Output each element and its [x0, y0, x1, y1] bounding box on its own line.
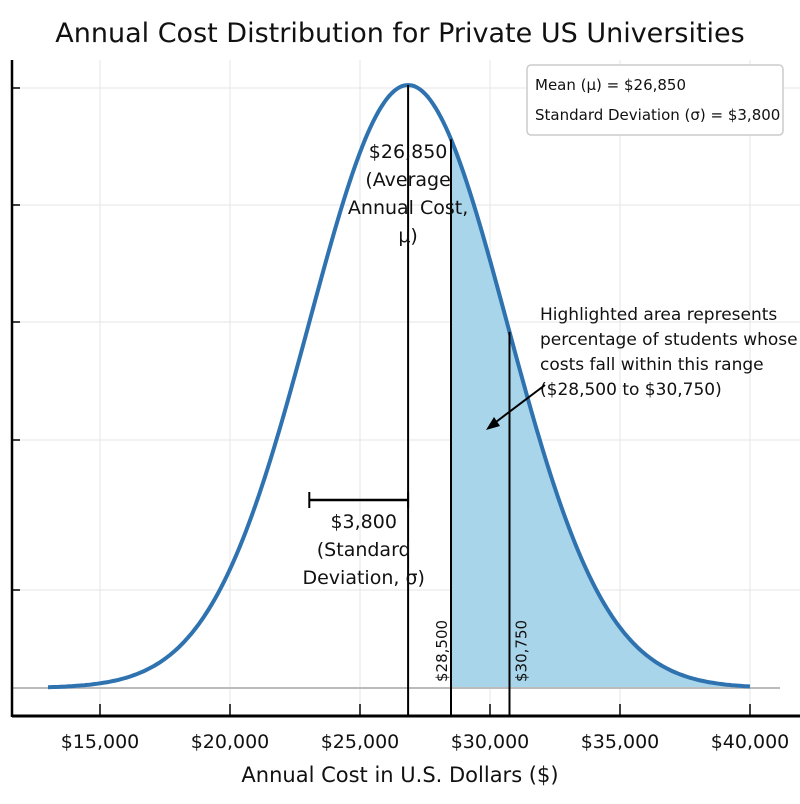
- grid: [12, 60, 800, 716]
- legend-mean: Mean (μ) = $26,850: [535, 76, 686, 94]
- x-ticks: $15,000 $20,000 $25,000 $30,000 $35,000 $40,0…: [61, 704, 790, 753]
- y-ticks: [12, 87, 20, 591]
- x-axis-label: Annual Cost in U.S. Dollars ($): [241, 763, 558, 787]
- highlighted-area: [451, 139, 750, 688]
- note-line: costs fall within this range: [540, 355, 764, 375]
- legend-sd: Standard Deviation (σ) = $3,800: [535, 106, 780, 124]
- x-tick-label: $25,000: [321, 731, 400, 753]
- annotation-lines: [308, 85, 511, 716]
- x-tick-label: $35,000: [581, 731, 660, 753]
- mean-label: $26,850 (Average Annual Cost, μ): [348, 141, 468, 247]
- mean-label-line: Annual Cost,: [348, 197, 468, 219]
- legend: Mean (μ) = $26,850 Standard Deviation (σ…: [526, 64, 784, 136]
- mean-label-line: $26,850: [369, 141, 448, 163]
- note-line: Highlighted area represents: [540, 305, 777, 325]
- chart-title: Annual Cost Distribution for Private US …: [55, 18, 744, 49]
- note-arrow: [491, 384, 546, 426]
- note-line: percentage of students whose: [540, 330, 798, 350]
- note-arrowhead: [486, 417, 500, 430]
- highlight-note: Highlighted area represents percentage o…: [540, 305, 798, 400]
- x-tick-label: $15,000: [61, 731, 140, 753]
- normal-curve: [47, 83, 751, 690]
- mean-label-line: μ): [398, 225, 418, 247]
- sd-label-line: (Standard: [317, 539, 411, 561]
- x-tick-label: $20,000: [191, 731, 270, 753]
- x-tick-label: $40,000: [711, 731, 790, 753]
- sd-label: $3,800 (Standard Deviation, σ): [302, 511, 424, 589]
- mean-label-line: (Average: [365, 169, 450, 191]
- note-line: ($28,500 to $30,750): [540, 380, 722, 400]
- sd-label-line: $3,800: [330, 511, 396, 533]
- lower-bound-label: $28,500: [433, 620, 451, 682]
- x-tick-label: $30,000: [451, 731, 530, 753]
- sd-label-line: Deviation, σ): [302, 567, 424, 589]
- upper-bound-label: $30,750: [513, 620, 531, 682]
